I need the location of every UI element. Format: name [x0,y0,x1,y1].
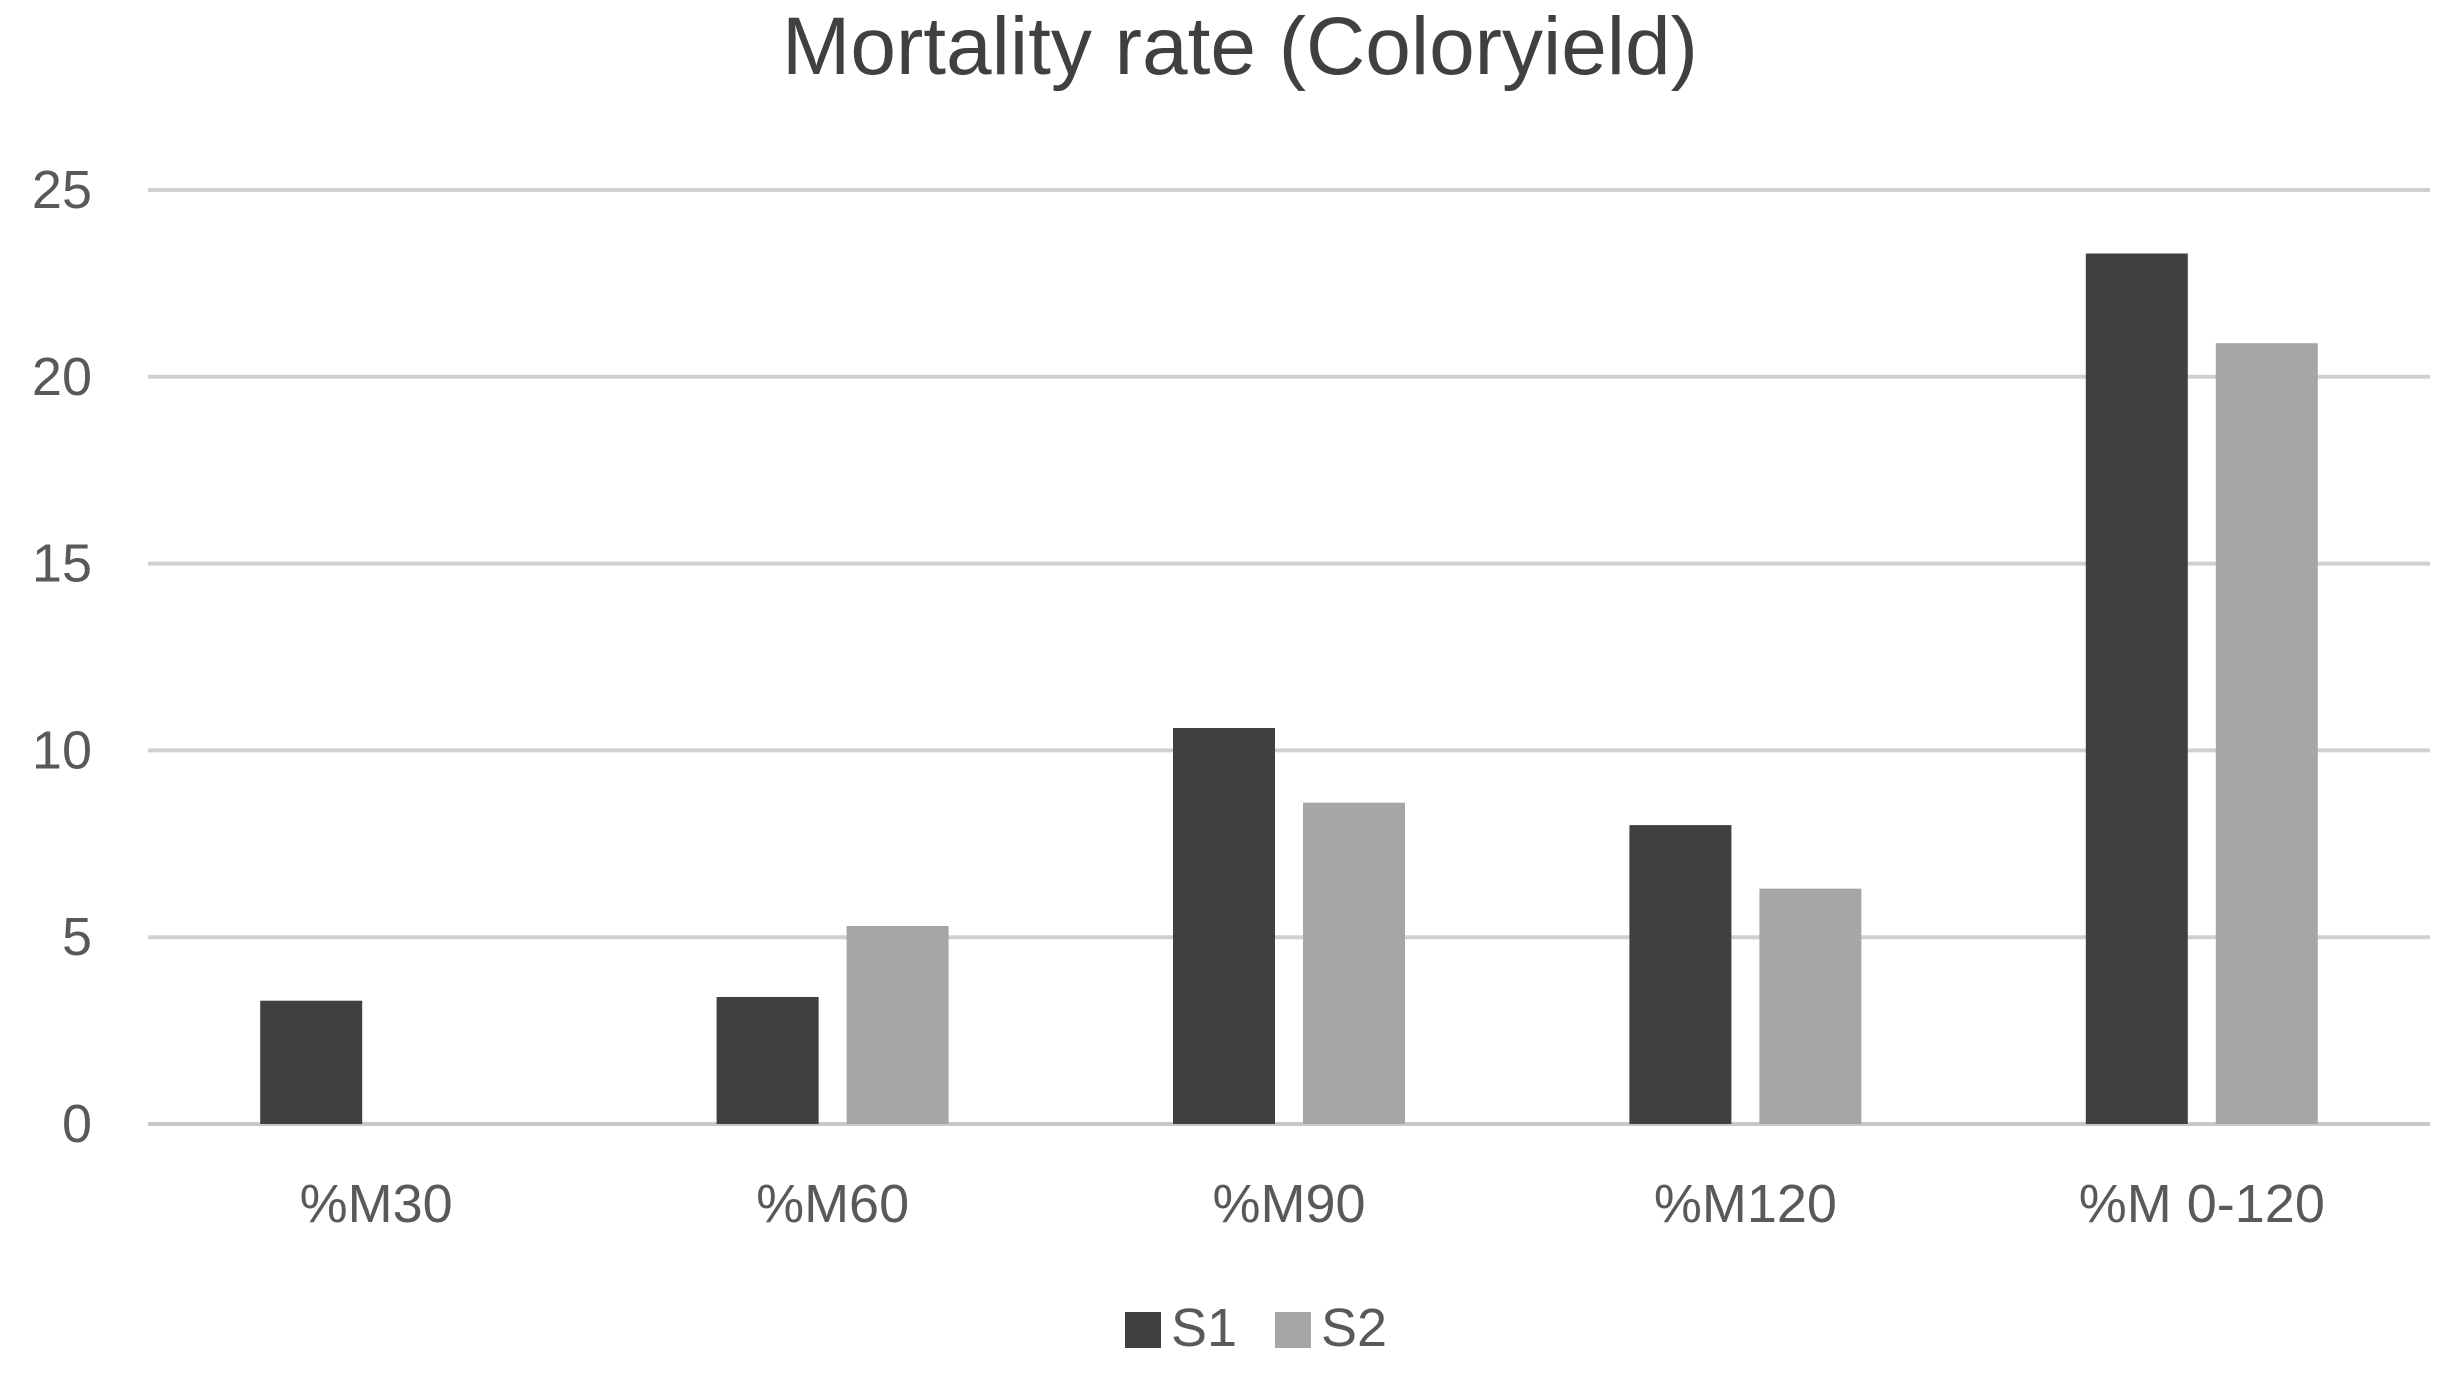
y-tick-label: 10 [32,720,92,780]
legend: S1 S2 [1125,1298,1387,1358]
y-tick-label: 0 [62,1094,92,1154]
y-tick-label: 5 [62,907,92,967]
bar-s2-4 [2215,343,2318,1124]
bar-s1-1 [716,996,819,1124]
bar-s1-3 [1629,825,1732,1124]
legend-swatch-s1 [1125,1312,1161,1348]
x-tick-label: %M120 [1654,1174,1837,1234]
y-axis-tick-labels: 0 5 10 15 20 25 [32,160,92,1154]
x-tick-label: %M60 [756,1174,909,1234]
bar-s2-1 [846,925,949,1124]
y-tick-label: 15 [32,534,92,594]
gridlines [148,188,2430,1126]
bar-s1-4 [2085,253,2188,1125]
bar-s1-0 [260,1000,363,1124]
x-tick-label: %M30 [300,1174,453,1234]
legend-label-s1: S1 [1171,1298,1237,1358]
x-tick-label: %M90 [1212,1174,1365,1234]
legend-label-s2: S2 [1321,1298,1387,1358]
x-axis-tick-labels: %M30 %M60 %M90 %M120 %M 0-120 [300,1174,2325,1234]
bar-s2-3 [1759,888,1862,1124]
y-tick-label: 20 [32,347,92,407]
bar-s1-2 [1173,727,1275,1124]
chart-title: Mortality rate (Coloryield) [782,1,1698,92]
x-tick-label: %M 0-120 [2079,1174,2325,1234]
bars [260,253,2318,1125]
y-tick-label: 25 [32,160,92,220]
bar-s2-2 [1303,802,1405,1124]
legend-swatch-s2 [1275,1312,1311,1348]
